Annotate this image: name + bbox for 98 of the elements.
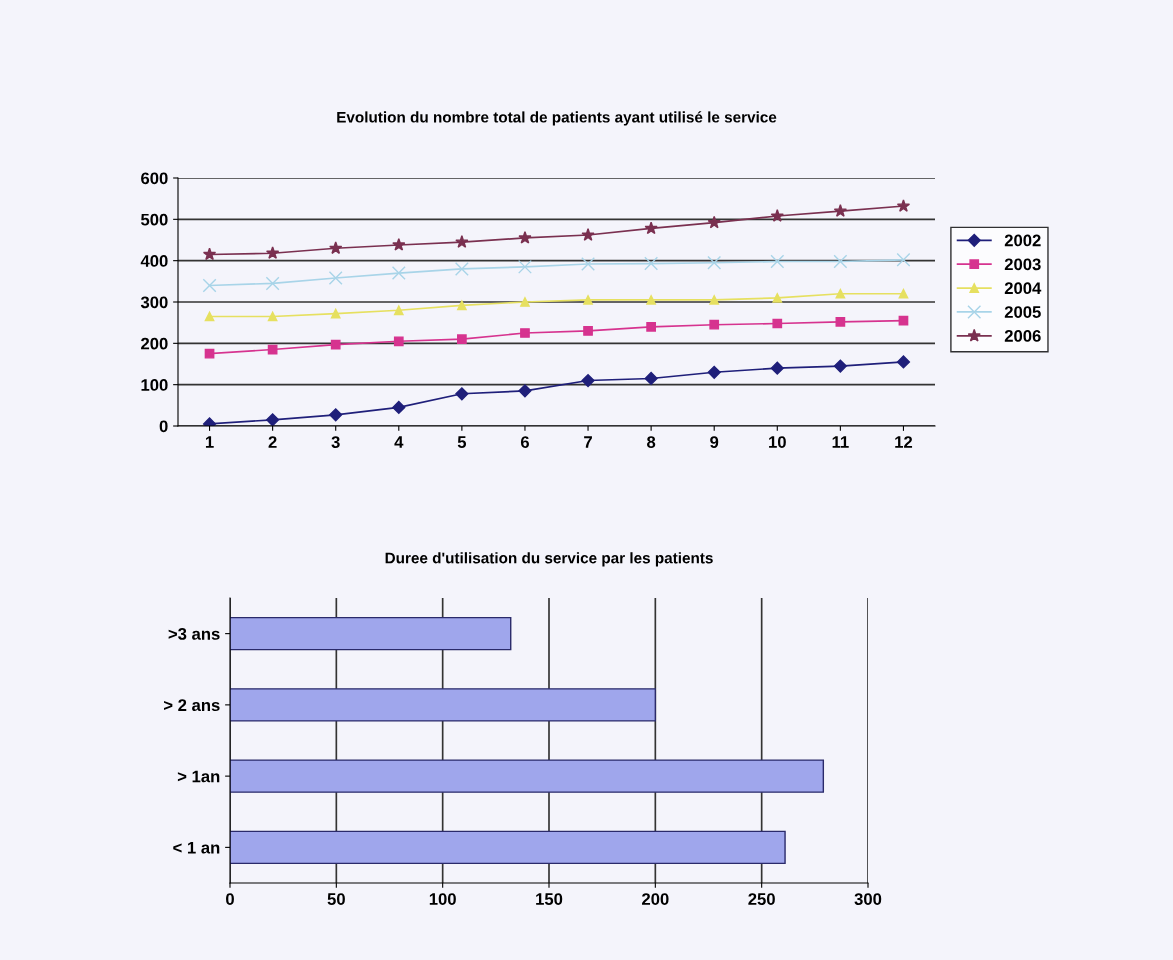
x-tick-label: 150 xyxy=(536,893,563,905)
y-tick-label: 100 xyxy=(141,379,168,391)
point xyxy=(265,246,280,259)
x-tick-label: 9 xyxy=(710,436,719,448)
point xyxy=(518,384,532,398)
x-tick-label: 12 xyxy=(895,436,913,448)
x-tick-label: 200 xyxy=(642,893,669,905)
point xyxy=(896,252,911,267)
point xyxy=(833,204,848,217)
point xyxy=(392,238,406,251)
y-tick-label: 600 xyxy=(141,172,168,185)
point xyxy=(393,305,404,316)
point xyxy=(770,361,784,375)
x-tick-label: 5 xyxy=(457,436,467,448)
y-tick-label: > 1an xyxy=(177,770,220,783)
y-tick-label: 0 xyxy=(159,420,168,433)
x-tick-label: 1 xyxy=(205,436,214,448)
x-tick-label: 10 xyxy=(769,436,786,448)
point xyxy=(204,311,215,322)
x-tick-label: 2 xyxy=(268,436,277,448)
point xyxy=(457,300,467,311)
bar xyxy=(230,688,657,722)
x-tick-label: 3 xyxy=(331,436,340,448)
point xyxy=(835,288,846,299)
bar xyxy=(230,616,512,651)
point xyxy=(520,297,530,307)
point xyxy=(457,334,467,345)
x-tick-label: 250 xyxy=(748,893,775,905)
point xyxy=(328,271,343,285)
point xyxy=(583,326,593,336)
point xyxy=(833,254,848,269)
point xyxy=(391,266,406,281)
point xyxy=(772,293,783,303)
point xyxy=(330,339,341,350)
point xyxy=(709,319,720,330)
point xyxy=(833,359,847,373)
x-tick-label: 100 xyxy=(429,893,456,905)
point xyxy=(393,336,404,347)
x-tick-label: 8 xyxy=(647,436,656,448)
point xyxy=(204,348,215,359)
point xyxy=(581,228,595,241)
point xyxy=(896,355,911,369)
point xyxy=(518,230,532,244)
x-tick-label: 4 xyxy=(394,436,404,448)
bar xyxy=(230,759,825,793)
y-tick-label: >3 ans xyxy=(168,628,220,640)
x-tick-label: 7 xyxy=(584,436,592,448)
point xyxy=(520,328,530,338)
point xyxy=(581,257,595,271)
point xyxy=(583,295,593,305)
point xyxy=(329,408,343,422)
bar xyxy=(230,830,786,865)
y-tick-label: 400 xyxy=(140,255,168,267)
chart-title: Duree d'utilisation du service par les patients xyxy=(385,552,713,567)
y-tick-label: 500 xyxy=(140,213,168,226)
x-tick-label: 11 xyxy=(832,436,849,448)
point xyxy=(898,288,909,299)
y-tick-label: 200 xyxy=(141,337,168,350)
point xyxy=(770,254,785,269)
point xyxy=(707,365,721,379)
x-tick-label: 0 xyxy=(226,893,234,905)
point xyxy=(644,256,659,271)
point xyxy=(518,259,532,274)
point xyxy=(454,261,469,276)
point xyxy=(202,278,217,293)
point xyxy=(772,318,783,329)
point xyxy=(581,373,595,388)
point xyxy=(709,295,720,305)
y-tick-label: > 2 ans xyxy=(164,699,220,712)
legend-label: 2004 xyxy=(1004,282,1042,295)
point xyxy=(392,400,406,414)
point xyxy=(644,371,658,386)
point xyxy=(835,316,846,327)
point xyxy=(329,241,343,255)
y-tick-label: 300 xyxy=(140,296,168,309)
point xyxy=(707,215,721,229)
point xyxy=(770,209,784,222)
legend-label: 2002 xyxy=(1004,234,1041,247)
point xyxy=(644,221,658,235)
point xyxy=(646,295,656,305)
x-tick-label: 50 xyxy=(327,893,345,905)
legend-label: 2005 xyxy=(1004,306,1041,318)
point xyxy=(646,321,656,332)
point xyxy=(265,276,280,291)
legend-label: 2006 xyxy=(1004,330,1041,342)
point xyxy=(266,413,280,426)
chart-title: Evolution du nombre total de patients ayant utilisé le service xyxy=(337,111,777,126)
point xyxy=(267,311,278,322)
point xyxy=(896,199,911,212)
point xyxy=(330,308,341,319)
point xyxy=(455,235,469,248)
point xyxy=(455,387,469,401)
legend-label: 2003 xyxy=(1004,258,1041,271)
point xyxy=(202,247,217,261)
x-tick-label: 6 xyxy=(520,436,529,448)
x-tick-label: 300 xyxy=(854,893,882,905)
y-tick-label: < 1 an xyxy=(173,841,220,854)
point xyxy=(707,255,722,270)
